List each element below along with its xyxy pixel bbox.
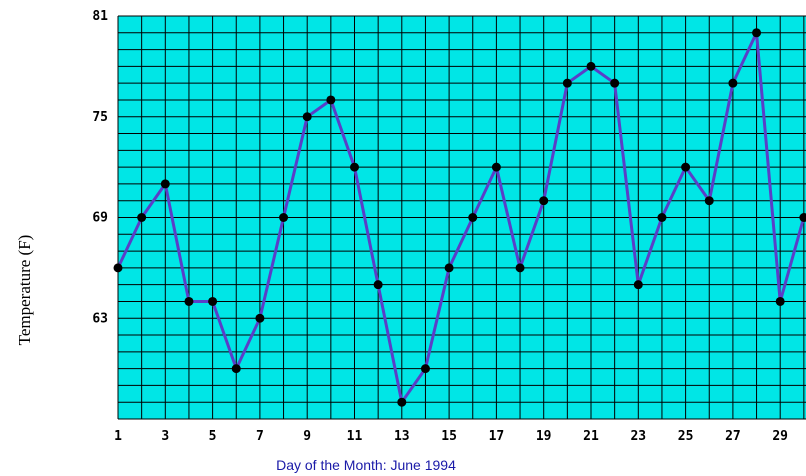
data-point: [160, 179, 170, 189]
data-point: [728, 78, 738, 88]
data-point: [633, 280, 643, 290]
data-points: [113, 28, 806, 407]
data-point: [397, 397, 407, 407]
x-tick-label: 5: [209, 429, 217, 444]
data-point: [657, 213, 667, 222]
x-tick-label: 21: [583, 429, 599, 444]
grid-lines: [117, 15, 806, 420]
data-point: [704, 196, 714, 206]
data-point: [137, 213, 147, 222]
x-tick-label: 25: [678, 429, 694, 444]
y-tick-label: 81: [92, 9, 108, 24]
data-point: [279, 213, 289, 222]
x-tick-label: 23: [630, 429, 646, 444]
data-point: [208, 296, 218, 306]
x-tick-labels: 1 3 5 7 9 11 13 15 17 19 21 23 25 27 29: [114, 429, 788, 444]
data-point: [539, 196, 549, 206]
x-tick-label: 15: [441, 429, 457, 444]
data-point: [420, 364, 430, 374]
data-point: [113, 263, 123, 273]
data-point: [586, 61, 596, 71]
x-tick-label: 17: [489, 429, 505, 444]
temperature-series-line: [116, 31, 806, 404]
x-tick-label: 11: [347, 429, 363, 444]
data-point: [515, 263, 525, 273]
data-point: [681, 162, 691, 172]
data-point: [775, 296, 785, 306]
data-point: [350, 162, 359, 172]
y-tick-label: 63: [92, 311, 108, 326]
y-tick-labels: 81 75 69 63: [92, 9, 108, 326]
data-point: [752, 28, 762, 38]
data-point: [231, 364, 241, 374]
x-axis-title: Day of the Month: June 1994: [276, 457, 456, 473]
y-tick-label: 75: [92, 110, 108, 125]
data-point: [562, 78, 572, 88]
y-axis-title: Temperature (F): [15, 235, 34, 346]
data-point: [326, 95, 336, 105]
x-tick-label: 19: [536, 429, 552, 444]
x-tick-label: 3: [161, 429, 169, 444]
data-point: [491, 162, 501, 172]
data-point: [373, 280, 383, 290]
data-point: [255, 313, 265, 323]
x-tick-label: 1: [114, 429, 122, 444]
x-tick-label: 13: [394, 429, 410, 444]
x-tick-label: 27: [725, 429, 741, 444]
x-tick-label: 7: [256, 429, 264, 444]
data-point: [444, 263, 454, 273]
data-point: [302, 112, 312, 122]
y-tick-label: 69: [92, 211, 108, 226]
x-tick-label: 29: [772, 429, 788, 444]
data-point: [799, 213, 806, 222]
data-point: [184, 296, 194, 306]
x-tick-label: 9: [303, 429, 311, 444]
data-point: [610, 78, 620, 88]
data-point: [468, 213, 478, 222]
